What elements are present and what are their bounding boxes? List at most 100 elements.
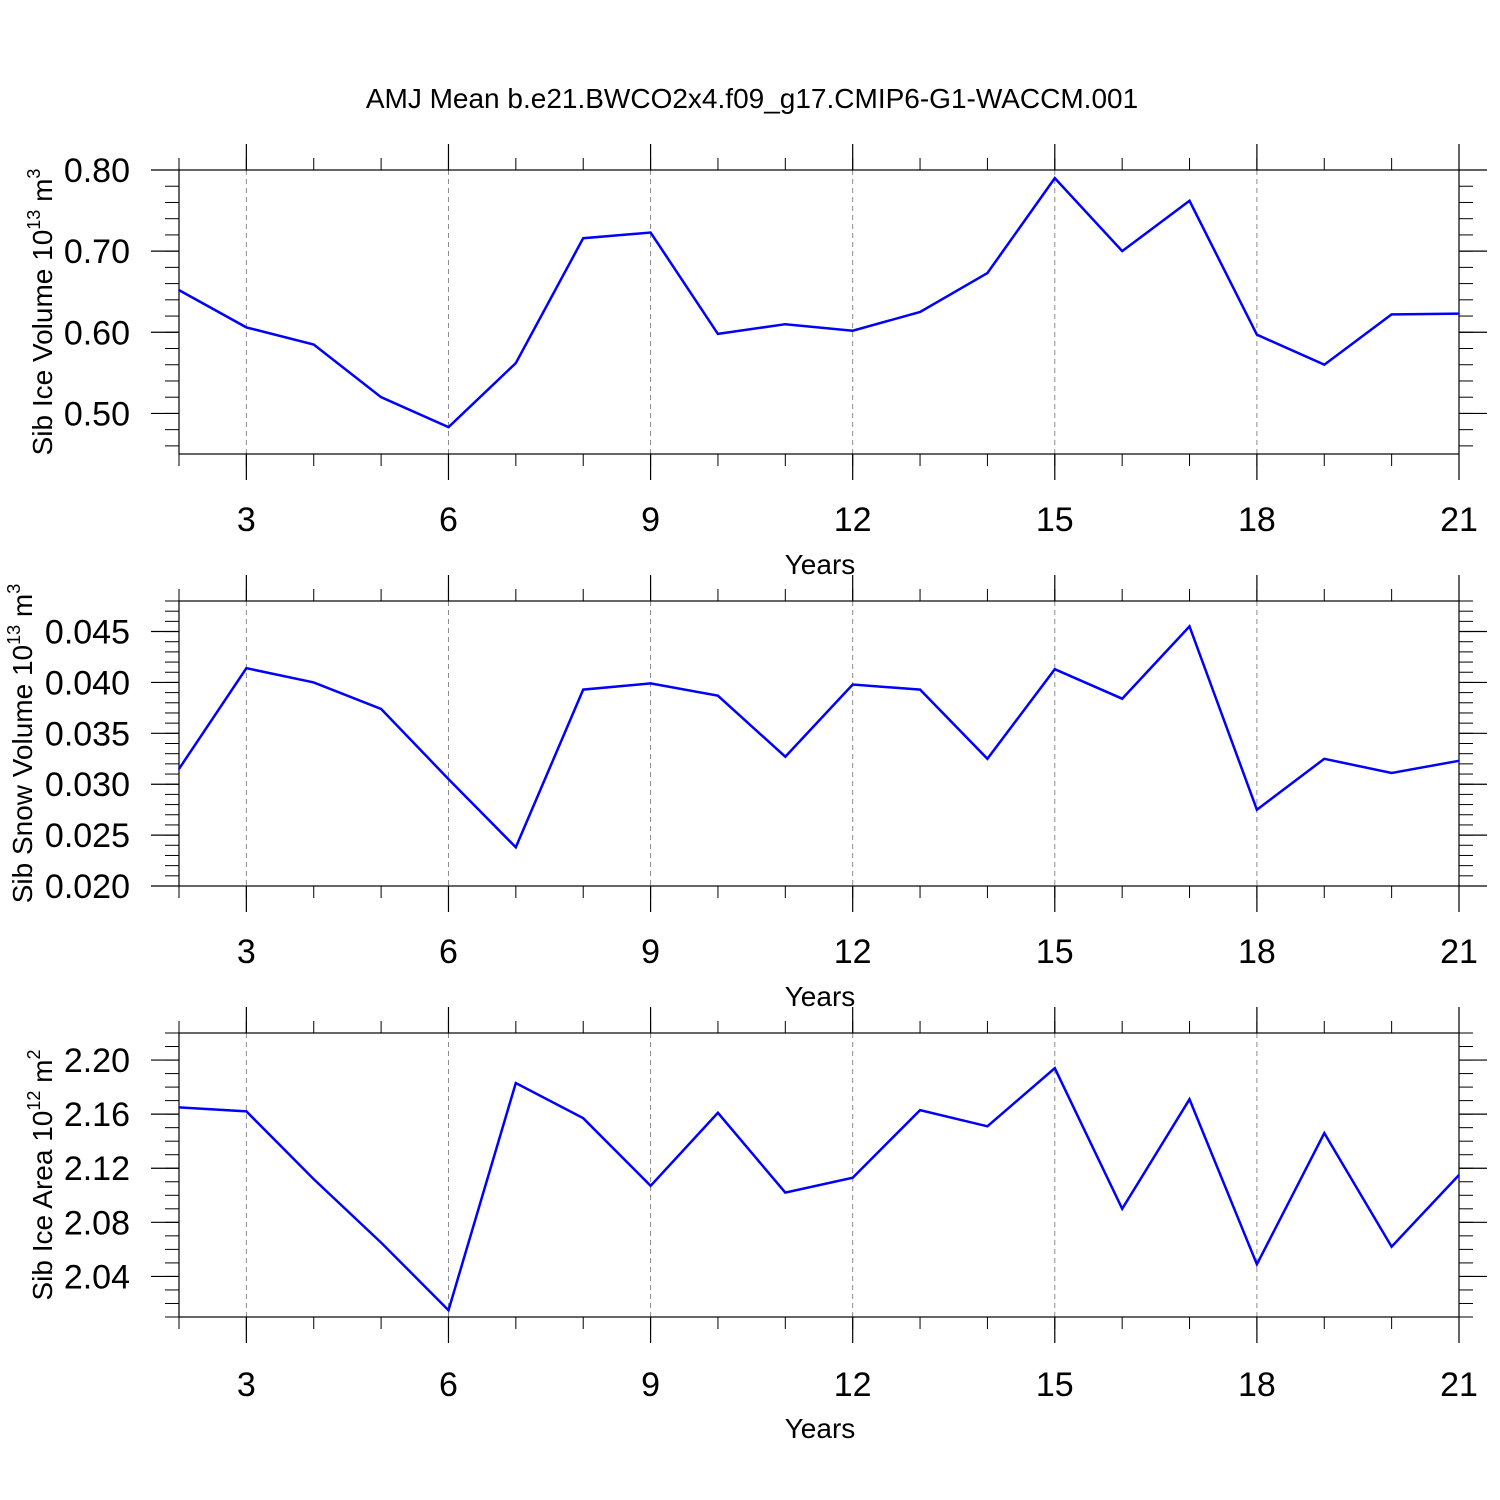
data-point [986, 757, 989, 760]
data-point [1458, 760, 1460, 762]
data-point [1390, 313, 1393, 316]
y-tick-label: 0.020 [45, 868, 130, 906]
x-tick-label: 21 [1440, 501, 1478, 539]
data-point [1323, 757, 1326, 760]
y-tick-label: 2.16 [64, 1096, 130, 1134]
y-tick-label: 0.50 [64, 395, 130, 433]
x-tick-label: 3 [237, 501, 256, 539]
data-point [178, 289, 180, 291]
data-point [1121, 1208, 1123, 1210]
data-point [986, 1125, 989, 1128]
x-tick-label: 3 [237, 933, 256, 971]
data-point [245, 326, 248, 329]
data-point [515, 362, 517, 364]
data-point [582, 688, 585, 691]
data-point [1053, 177, 1056, 179]
data-point [1458, 1174, 1460, 1176]
x-tick-label: 15 [1036, 1366, 1074, 1404]
chart-panel-1: 3 6 9 12 15 18 21 0.50 0.60 0.70 0.80 Years Sib Ice … [24, 144, 1487, 580]
data-point [986, 272, 989, 274]
data-point [245, 1110, 248, 1113]
y-axis-label-unit: m [27, 1059, 58, 1090]
data-point [178, 1106, 180, 1109]
data-point [1390, 772, 1393, 774]
y-tick-label: 2.08 [64, 1204, 130, 1242]
data-point [178, 768, 180, 770]
y-tick-label: 0.040 [45, 664, 130, 702]
x-tick-label: 3 [237, 1366, 256, 1404]
data-point [447, 426, 450, 429]
x-tick-label: 18 [1238, 933, 1276, 971]
data-point [1188, 200, 1191, 202]
y-axis-label-unit-exponent: 3 [24, 169, 44, 179]
y-axis-label-exponent: 13 [24, 210, 44, 230]
data-point [380, 708, 382, 710]
plot-frame [178, 169, 1460, 455]
x-axis-label: Years [785, 549, 856, 580]
data-point [1256, 333, 1258, 336]
x-tick-label: 21 [1440, 933, 1478, 971]
data-point [1053, 1067, 1056, 1069]
x-tick-label: 9 [641, 1366, 660, 1404]
series-line [178, 176, 1460, 429]
chart-title: AMJ Mean b.e21.BWCO2x4.f09_g17.CMIP6-G1-… [366, 83, 1138, 114]
y-tick-label: 2.04 [64, 1258, 130, 1296]
x-tick-label: 9 [641, 933, 660, 971]
chart-panel-3: 3 6 9 12 15 18 21 2.04 2.08 2.12 2.16 2.20 Years Sib … [24, 1007, 1487, 1444]
data-point [717, 1111, 719, 1114]
series-line [177, 624, 1460, 850]
data-point [1188, 1098, 1191, 1101]
data-point [1053, 668, 1056, 670]
data-point [515, 1082, 517, 1084]
data-point [447, 1309, 450, 1312]
data-point [717, 694, 719, 697]
data-point [919, 688, 921, 691]
x-tick-label: 15 [1036, 501, 1074, 539]
data-point [582, 237, 585, 239]
y-axis-label-unit-exponent: 2 [24, 1049, 44, 1059]
data-point [919, 311, 921, 313]
data-point [380, 396, 382, 399]
y-tick-label: 2.12 [64, 1150, 130, 1188]
x-axis-label: Years [785, 1413, 856, 1444]
y-axis-label-unit: m [7, 594, 38, 625]
data-point [312, 343, 315, 346]
y-axis-label: Sib Snow Volume 1013 m3 [4, 584, 38, 904]
y-tick-label: 0.035 [45, 715, 130, 753]
data-point [649, 231, 652, 234]
x-tick-label: 12 [834, 1366, 872, 1404]
data-point [649, 1185, 652, 1187]
x-tick-label: 15 [1036, 933, 1074, 971]
data-point [380, 1241, 382, 1244]
y-tick-label: 2.20 [64, 1042, 130, 1080]
y-axis-label-exponent: 12 [24, 1091, 44, 1111]
series-line [178, 1066, 1460, 1313]
y-axis-label-unit-exponent: 3 [4, 584, 24, 594]
x-tick-label: 12 [834, 933, 872, 971]
data-point [1188, 625, 1191, 628]
data-point [784, 755, 787, 758]
y-tick-label: 0.045 [45, 614, 130, 652]
y-axis-label-main: Sib Ice Area 10 [27, 1111, 58, 1301]
x-tick-label: 18 [1238, 501, 1276, 539]
data-point [649, 682, 652, 685]
data-point [245, 667, 248, 669]
data-point [312, 681, 315, 684]
data-point [717, 333, 719, 335]
y-tick-label: 0.025 [45, 817, 130, 855]
data-point [1256, 808, 1258, 811]
x-tick-label: 21 [1440, 1366, 1478, 1404]
y-axis-label: Sib Ice Area 1012 m2 [24, 1049, 58, 1300]
data-point [851, 1176, 854, 1179]
data-point [784, 1191, 787, 1194]
y-tick-label: 0.030 [45, 766, 130, 804]
x-tick-label: 12 [834, 501, 872, 539]
data-point [515, 846, 517, 849]
y-axis-label-unit: m [27, 179, 58, 210]
y-axis-label-exponent: 13 [4, 625, 24, 645]
x-tick-label: 6 [439, 501, 458, 539]
data-point [851, 329, 854, 332]
y-axis-label-main: Sib Ice Volume 10 [27, 230, 58, 456]
data-point [1121, 250, 1123, 252]
